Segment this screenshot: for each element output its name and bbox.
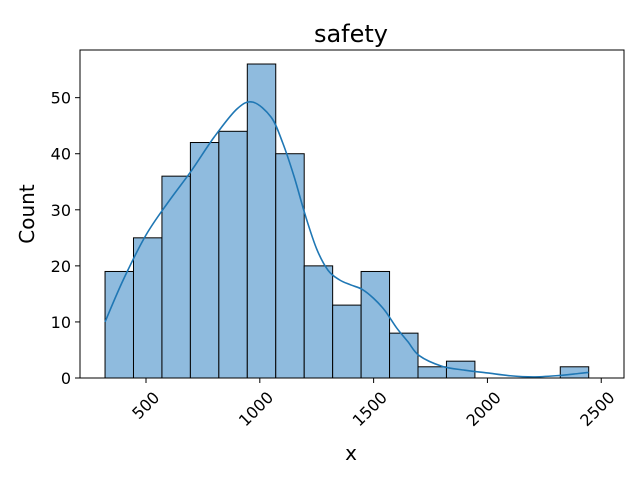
y-axis-ticks: 0 10 20 30 40 50 bbox=[51, 89, 80, 388]
x-tick-label: 2500 bbox=[576, 388, 618, 430]
y-tick-label: 10 bbox=[51, 313, 71, 332]
histogram-bar bbox=[303, 265, 334, 379]
histogram-bar bbox=[332, 304, 362, 379]
histogram-bar bbox=[189, 142, 220, 379]
histogram-bar bbox=[132, 237, 163, 379]
x-tick-label: 1000 bbox=[235, 388, 277, 430]
histogram-bar bbox=[417, 366, 447, 379]
x-axis-ticks: 500 1000 1500 2000 2500 bbox=[128, 378, 619, 430]
y-axis-label: Count bbox=[15, 184, 39, 244]
histogram-bar bbox=[246, 63, 277, 379]
chart-title: safety bbox=[314, 20, 388, 48]
histogram-bar bbox=[218, 130, 248, 379]
bars-group bbox=[104, 63, 590, 379]
y-tick-label: 30 bbox=[51, 201, 71, 220]
histogram-bar bbox=[275, 153, 305, 379]
y-tick-label: 40 bbox=[51, 145, 71, 164]
histogram-bar bbox=[161, 175, 191, 379]
plot-frame bbox=[79, 49, 625, 379]
histogram-bar bbox=[389, 332, 419, 379]
y-tick-label: 0 bbox=[61, 369, 71, 388]
kde-curve bbox=[104, 100, 589, 378]
y-tick-label: 50 bbox=[51, 89, 71, 108]
x-tick-label: 1500 bbox=[349, 388, 391, 430]
x-tick-label: 500 bbox=[128, 388, 163, 423]
histogram-bar bbox=[360, 270, 391, 379]
x-axis-label: x bbox=[345, 441, 357, 465]
y-tick-label: 20 bbox=[51, 257, 71, 276]
x-tick-label: 2000 bbox=[463, 388, 505, 430]
